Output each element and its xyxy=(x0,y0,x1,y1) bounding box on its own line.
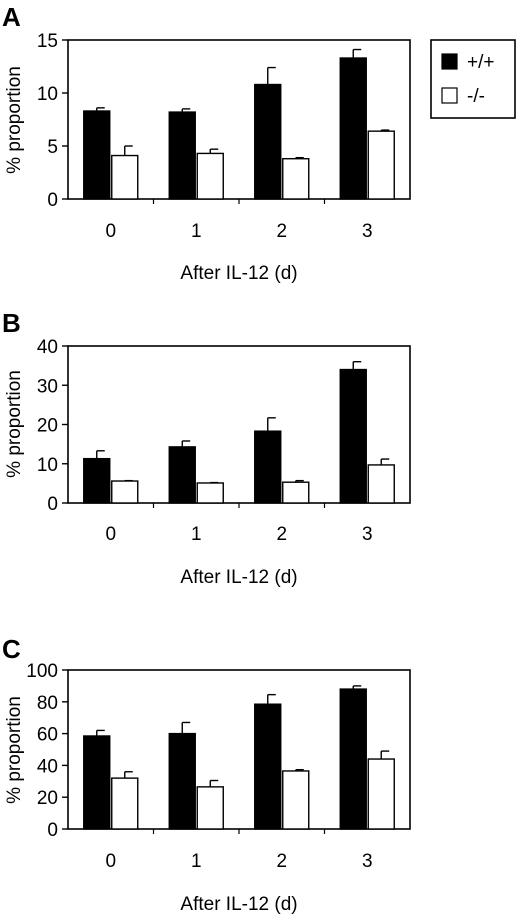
x-tick-label-b-2: 2 xyxy=(276,524,287,545)
bar-c-knockout-0 xyxy=(111,777,139,830)
legend: +/+ -/- xyxy=(430,39,516,119)
x-tick-label-a-0: 0 xyxy=(105,221,116,242)
x-tick-label-b-1: 1 xyxy=(191,524,202,545)
legend-label-knockout: -/- xyxy=(467,86,485,107)
bar-b-wildtype-3 xyxy=(339,368,367,504)
bar-b-wildtype-1 xyxy=(168,446,196,504)
bar-c-wildtype-3 xyxy=(339,688,367,830)
x-tick-label-c-2: 2 xyxy=(276,851,287,872)
y-axis-title-c: % proportion xyxy=(4,696,25,804)
bar-c-knockout-2 xyxy=(282,770,310,830)
x-tick-label-c-3: 3 xyxy=(362,851,373,872)
bar-c-wildtype-0 xyxy=(83,735,111,830)
bar-b-wildtype-2 xyxy=(254,430,282,504)
y-tick-label-b-0: 0 xyxy=(47,494,58,515)
legend-swatch-knockout xyxy=(441,87,458,104)
bar-b-knockout-3 xyxy=(367,464,395,504)
y-axis-title-b: % proportion xyxy=(4,370,25,478)
y-tick-label-b-1: 10 xyxy=(37,455,58,476)
bar-a-knockout-1 xyxy=(196,152,224,200)
y-tick-label-c-2: 40 xyxy=(37,756,58,777)
x-tick-label-a-1: 1 xyxy=(191,221,202,242)
bar-a-wildtype-1 xyxy=(168,111,196,200)
legend-box xyxy=(430,39,516,119)
bar-c-knockout-3 xyxy=(367,758,395,830)
x-axis-title-b: After IL-12 (d) xyxy=(180,567,297,588)
y-axis-title-a: % proportion xyxy=(4,66,25,174)
x-tick-label-a-2: 2 xyxy=(276,221,287,242)
y-tick-label-a-1: 5 xyxy=(47,137,58,158)
y-tick-label-c-5: 100 xyxy=(26,661,58,682)
bar-b-knockout-2 xyxy=(282,481,310,504)
chart-marks-c: 0 20 40 60 80 100 0 1 2 3 xyxy=(26,661,395,872)
chart-marks-a: 0 5 10 15 0 1 2 3 xyxy=(37,31,395,242)
bar-c-wildtype-1 xyxy=(168,732,196,830)
y-tick-label-c-4: 80 xyxy=(37,693,58,714)
x-tick-label-c-1: 1 xyxy=(191,851,202,872)
chart-panel-c: C 0 20 40 60 80 100 0 1 2 3 % proportion After IL… xyxy=(2,634,411,915)
x-axis-title-a: After IL-12 (d) xyxy=(180,263,297,284)
y-tick-label-b-4: 40 xyxy=(37,337,58,358)
bar-a-wildtype-0 xyxy=(83,110,111,200)
chart-panel-a: A 0 5 10 15 0 1 2 3 % proportion After IL-12 (d… xyxy=(2,2,411,284)
bar-c-knockout-1 xyxy=(196,786,224,830)
bar-c-wildtype-2 xyxy=(254,703,282,830)
bar-b-wildtype-0 xyxy=(83,457,111,504)
legend-swatch-wildtype xyxy=(441,53,458,70)
bar-a-knockout-3 xyxy=(367,130,395,200)
bar-a-knockout-0 xyxy=(111,154,139,200)
x-tick-label-c-0: 0 xyxy=(105,851,116,872)
y-tick-label-c-0: 0 xyxy=(47,820,58,841)
panel-label-b: B xyxy=(2,308,21,338)
y-tick-label-c-1: 20 xyxy=(37,788,58,809)
legend-label-wildtype: +/+ xyxy=(467,52,494,73)
y-tick-label-a-3: 15 xyxy=(37,31,58,52)
chart-panel-b: B 0 10 20 30 40 0 1 2 3 % proportion After IL-12… xyxy=(2,308,411,588)
chart-marks-b: 0 10 20 30 40 0 1 2 3 xyxy=(37,337,395,545)
x-tick-label-a-3: 3 xyxy=(362,221,373,242)
y-tick-label-a-2: 10 xyxy=(37,84,58,105)
bar-b-knockout-0 xyxy=(111,480,139,504)
y-tick-label-c-3: 60 xyxy=(37,725,58,746)
panel-label-a: A xyxy=(2,2,21,32)
bar-a-wildtype-2 xyxy=(254,83,282,200)
y-tick-label-b-3: 30 xyxy=(37,376,58,397)
bar-b-knockout-1 xyxy=(196,482,224,504)
y-tick-label-a-0: 0 xyxy=(47,190,58,211)
bar-a-knockout-2 xyxy=(282,158,310,200)
bar-a-wildtype-3 xyxy=(339,57,367,200)
x-tick-label-b-3: 3 xyxy=(362,524,373,545)
x-axis-title-c: After IL-12 (d) xyxy=(180,894,297,915)
y-tick-label-b-2: 20 xyxy=(37,416,58,437)
panel-label-c: C xyxy=(2,634,21,664)
x-tick-label-b-0: 0 xyxy=(105,524,116,545)
